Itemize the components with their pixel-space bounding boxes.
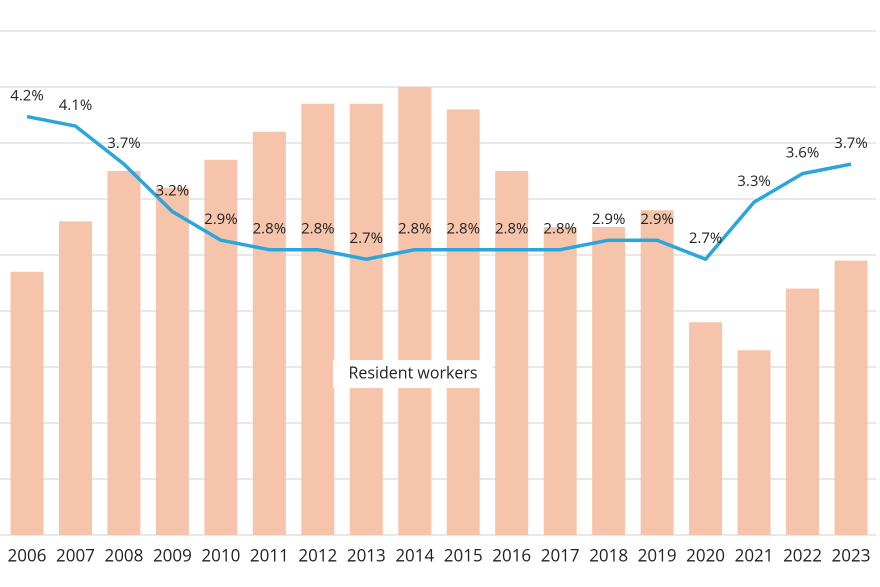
bar [301, 103, 335, 536]
x-tick-label: 2009 [153, 544, 192, 567]
bars [10, 87, 868, 536]
bar [543, 227, 577, 535]
bar [10, 271, 44, 535]
x-tick-label: 2014 [395, 544, 434, 567]
value-label: 2.7% [350, 228, 384, 248]
bar [495, 171, 529, 535]
bar [592, 227, 626, 535]
x-tick-label: 2022 [783, 544, 822, 567]
value-label: 3.6% [786, 143, 820, 163]
value-label: 2.8% [446, 219, 480, 239]
x-tick-label: 2012 [298, 544, 337, 567]
value-label: 2.8% [253, 219, 287, 239]
x-tick-label: 2011 [250, 544, 289, 567]
value-label: 2.9% [204, 209, 238, 229]
bar [689, 322, 723, 535]
bar [58, 221, 92, 535]
annotation: Resident workers [348, 361, 477, 383]
bar [107, 171, 141, 535]
x-tick-label: 2008 [104, 544, 143, 567]
bar [786, 288, 820, 535]
x-tick-label: 2018 [589, 544, 628, 567]
annotation-box [333, 360, 493, 388]
value-label: 3.2% [156, 181, 190, 201]
x-tick-label: 2007 [56, 544, 95, 567]
line-group [26, 114, 852, 261]
line [26, 114, 852, 261]
x-tick-label: 2013 [347, 544, 386, 567]
bar [349, 103, 383, 536]
bar [737, 350, 771, 535]
value-label: 4.1% [59, 95, 93, 115]
x-tick-label: 2019 [638, 544, 677, 567]
x-tick-label: 2017 [541, 544, 580, 567]
value-label: 3.7% [107, 133, 141, 153]
value-label: 2.9% [592, 209, 626, 229]
x-tick-label: 2020 [686, 544, 725, 567]
x-tick-label: 2016 [492, 544, 531, 567]
bar [155, 187, 189, 536]
x-tick-label: 2010 [201, 544, 240, 567]
value-label: 3.3% [737, 171, 771, 191]
x-tick-label: 2023 [832, 544, 871, 567]
value-label: 2.7% [689, 228, 723, 248]
value-label: 2.8% [495, 219, 529, 239]
x-tick-label: 2015 [444, 544, 483, 567]
bar [252, 131, 286, 536]
bar [834, 260, 868, 535]
value-label: 2.9% [640, 209, 674, 229]
value-label: 4.2% [10, 86, 44, 106]
value-label: 2.8% [398, 219, 432, 239]
bar [204, 159, 238, 536]
bar [640, 210, 674, 535]
x-tick-label: 2006 [8, 544, 47, 567]
bar [446, 109, 480, 536]
x-tick-label: 2021 [735, 544, 774, 567]
value-label: 2.8% [543, 219, 577, 239]
grid [0, 30, 876, 536]
annotation-group: Resident workers [333, 360, 493, 388]
value-label: 2.8% [301, 219, 335, 239]
labels: 2006 2007 2008 2009 2010 2011 2012 2013 2014 2015… [8, 86, 871, 567]
bar [398, 87, 432, 535]
value-label: 3.7% [834, 133, 868, 153]
